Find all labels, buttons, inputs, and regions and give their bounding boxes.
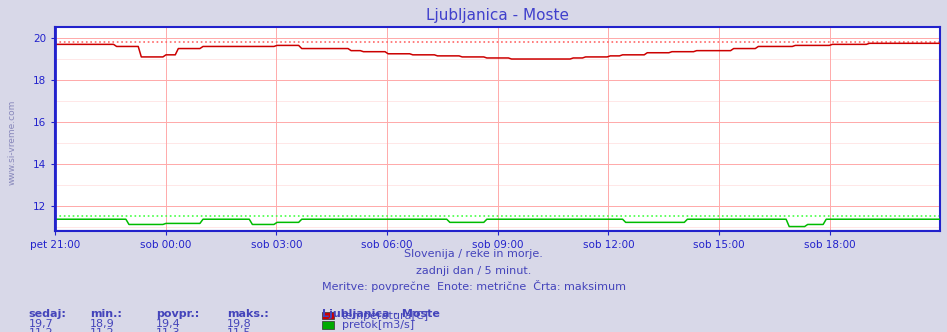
Text: 11,5: 11,5 bbox=[227, 328, 252, 332]
Text: zadnji dan / 5 minut.: zadnji dan / 5 minut. bbox=[416, 266, 531, 276]
Text: www.si-vreme.com: www.si-vreme.com bbox=[8, 100, 17, 186]
Text: 19,4: 19,4 bbox=[156, 319, 181, 329]
Text: pretok[m3/s]: pretok[m3/s] bbox=[342, 320, 414, 330]
Text: Meritve: povprečne  Enote: metrične  Črta: maksimum: Meritve: povprečne Enote: metrične Črta:… bbox=[321, 281, 626, 292]
Text: 11,2: 11,2 bbox=[28, 328, 53, 332]
Text: Ljubljanica - Moste: Ljubljanica - Moste bbox=[322, 309, 439, 319]
Text: povpr.:: povpr.: bbox=[156, 309, 200, 319]
Text: 19,7: 19,7 bbox=[28, 319, 53, 329]
Text: 11,3: 11,3 bbox=[156, 328, 181, 332]
Text: 18,9: 18,9 bbox=[90, 319, 115, 329]
Text: min.:: min.: bbox=[90, 309, 122, 319]
Text: maks.:: maks.: bbox=[227, 309, 269, 319]
Text: 19,8: 19,8 bbox=[227, 319, 252, 329]
Text: Slovenija / reke in morje.: Slovenija / reke in morje. bbox=[404, 249, 543, 259]
Text: temperatura[C]: temperatura[C] bbox=[342, 311, 429, 321]
Text: 11,2: 11,2 bbox=[90, 328, 115, 332]
Title: Ljubljanica - Moste: Ljubljanica - Moste bbox=[426, 8, 569, 23]
Text: sedaj:: sedaj: bbox=[28, 309, 66, 319]
